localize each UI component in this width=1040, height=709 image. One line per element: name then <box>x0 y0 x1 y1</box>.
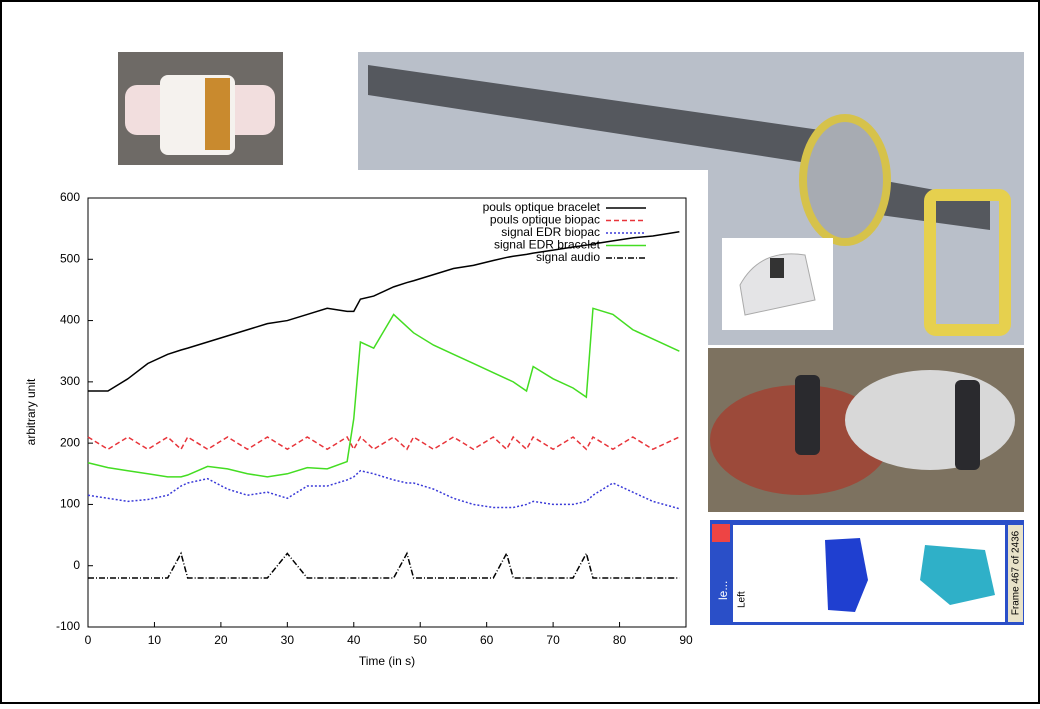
legend-label: signal audio <box>536 250 600 264</box>
y-tick-label: 200 <box>60 435 80 449</box>
cad-case <box>803 118 887 242</box>
y-axis-label: arbitrary unit <box>24 378 38 445</box>
x-tick-label: 30 <box>281 633 295 647</box>
x-tick-label: 20 <box>214 633 228 647</box>
x-tick-label: 60 <box>480 633 494 647</box>
x-tick-label: 50 <box>414 633 428 647</box>
y-tick-label: 500 <box>60 251 80 265</box>
device-screen <box>770 258 784 278</box>
y-tick-label: 300 <box>60 374 80 388</box>
bracelet-sensor <box>205 78 230 150</box>
y-tick-label: 400 <box>60 313 80 327</box>
y-tick-label: 0 <box>73 558 80 572</box>
x-tick-label: 80 <box>613 633 627 647</box>
slide: le... Left Frame 467 of 2436 Time (in s)… <box>0 0 1040 704</box>
x-tick-label: 40 <box>347 633 361 647</box>
chart-background <box>70 178 705 668</box>
close-button[interactable] <box>712 524 730 542</box>
y-tick-label: -100 <box>56 619 80 633</box>
shoe-sensor <box>795 375 820 455</box>
x-tick-label: 0 <box>85 633 92 647</box>
y-tick-label: 100 <box>60 497 80 511</box>
x-tick-label: 90 <box>679 633 693 647</box>
x-tick-label: 70 <box>546 633 560 647</box>
y-tick-label: 600 <box>60 190 80 204</box>
side-label: Left <box>737 591 748 608</box>
shoe-sensor <box>955 380 980 470</box>
x-tick-label: 10 <box>148 633 162 647</box>
frame-label: Frame 467 of 2436 <box>1011 530 1022 615</box>
shoe-sole-right <box>845 370 1015 470</box>
window-title: le... <box>716 581 730 600</box>
x-axis-label: Time (in s) <box>359 654 415 668</box>
